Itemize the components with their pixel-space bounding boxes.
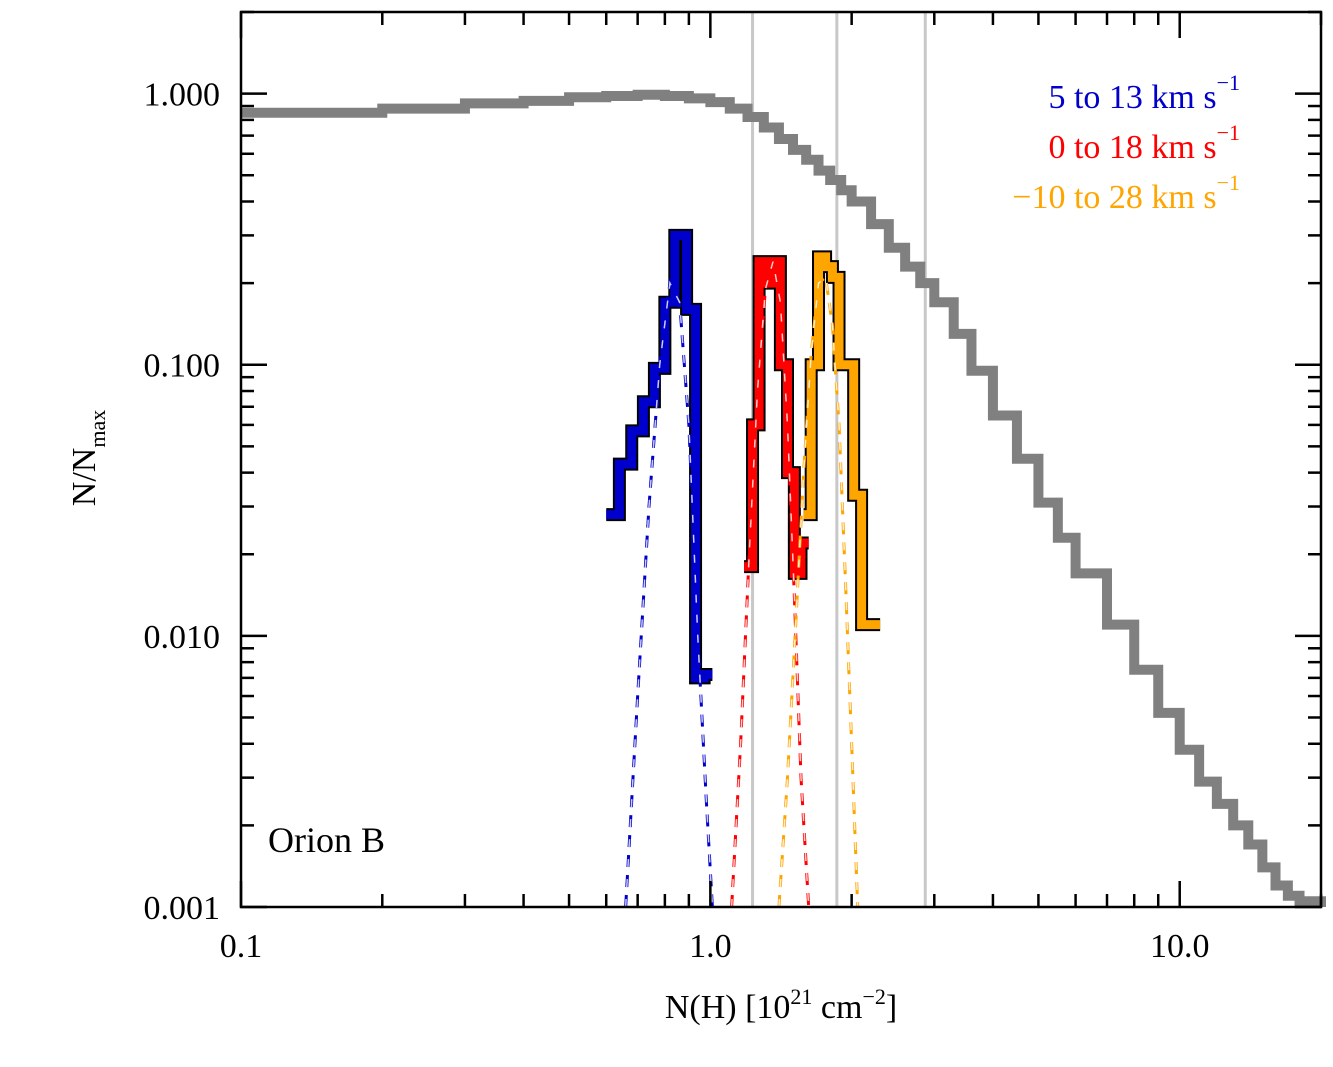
plot-frame bbox=[239, 10, 1323, 909]
tick-labels: 0.1 1.0 10.0 0.001 0.010 0.100 1.000 bbox=[144, 77, 1210, 965]
x-axis-title: N(H) [1021 cm−2] bbox=[665, 984, 897, 1026]
y-tick-label: 0.001 bbox=[144, 890, 221, 927]
total-pdf-series bbox=[241, 89, 1326, 907]
y-tick-label: 1.000 bbox=[144, 77, 221, 114]
axis-ticks bbox=[239, 10, 1323, 909]
series-3 bbox=[777, 250, 881, 908]
series-3-fit-highlight bbox=[778, 275, 859, 908]
y-axis-title: N/Nmax bbox=[66, 410, 110, 506]
series-2 bbox=[730, 255, 811, 908]
series-2-histogram bbox=[744, 257, 809, 578]
x-tick-label: 1.0 bbox=[689, 928, 732, 965]
series-2-fit-highlight bbox=[730, 261, 810, 908]
y-tick-label: 0.100 bbox=[144, 348, 221, 385]
series-3-histogram bbox=[803, 252, 881, 630]
legend-entry-3: −10 to 28 km s−1 bbox=[1012, 170, 1240, 216]
series-1 bbox=[606, 228, 714, 908]
total-pdf-line bbox=[241, 89, 1326, 907]
x-tick-label: 10.0 bbox=[1150, 928, 1210, 965]
x-tick-label: 0.1 bbox=[220, 928, 263, 965]
velocity-series bbox=[606, 228, 881, 908]
y-tick-label: 0.010 bbox=[144, 619, 221, 656]
legend-entry-2: 0 to 18 km s−1 bbox=[1048, 120, 1240, 166]
annotation-orion-b: Orion B bbox=[268, 820, 385, 860]
legend-entry-1: 5 to 13 km s−1 bbox=[1048, 70, 1240, 116]
legend: 5 to 13 km s−10 to 18 km s−1−10 to 28 km… bbox=[1012, 70, 1240, 216]
series-1-fit-highlight bbox=[624, 280, 714, 908]
